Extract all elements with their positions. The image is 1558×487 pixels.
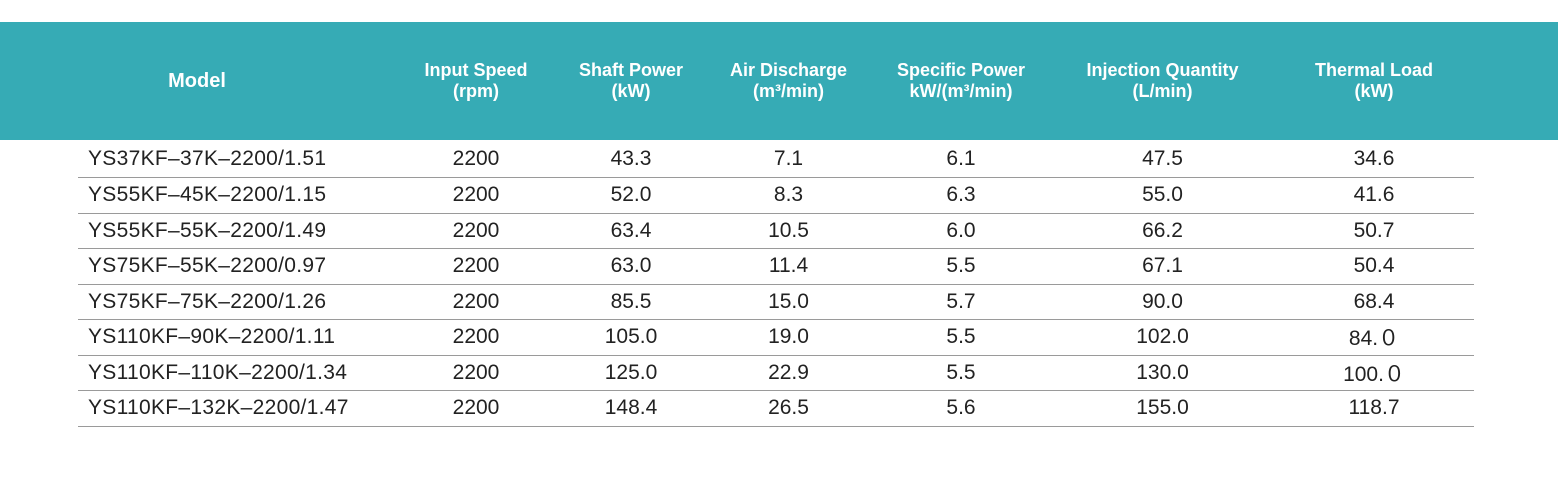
table-row: YS110KF–90K–2200/1.11 2200 105.0 19.0 5.… <box>78 319 1474 356</box>
table-row: YS75KF–55K–2200/0.97 2200 63.0 11.4 5.5 … <box>78 248 1474 285</box>
cell-thermal-load: 100.０ <box>1274 355 1474 391</box>
col-header-shaft-power: Shaft Power (kW) <box>556 22 706 140</box>
cell-air-discharge: 8.3 <box>706 177 871 214</box>
cell-shaft-power: 125.0 <box>556 355 706 391</box>
cell-thermal-load: 50.4 <box>1274 248 1474 285</box>
cell-injection-quantity: 66.2 <box>1051 213 1274 249</box>
cell-injection-quantity: 155.0 <box>1051 390 1274 427</box>
cell-input-speed: 2200 <box>396 213 556 249</box>
col-header-thermal-load-unit: (kW) <box>1354 81 1394 101</box>
cell-input-speed: 2200 <box>396 140 556 178</box>
col-header-injection-quantity-label: Injection Quantity <box>1086 60 1239 80</box>
table-row: YS75KF–75K–2200/1.26 2200 85.5 15.0 5.7 … <box>78 284 1474 320</box>
cell-shaft-power: 85.5 <box>556 284 706 320</box>
cell-model: YS37KF–37K–2200/1.51 <box>78 140 396 178</box>
cell-air-discharge: 22.9 <box>706 355 871 391</box>
cell-specific-power: 5.5 <box>871 319 1051 356</box>
col-header-shaft-power-label: Shaft Power <box>578 60 684 80</box>
cell-air-discharge: 26.5 <box>706 390 871 427</box>
cell-shaft-power: 63.4 <box>556 213 706 249</box>
col-header-specific-power-unit: kW/(m³/min) <box>909 81 1013 101</box>
cell-specific-power: 5.7 <box>871 284 1051 320</box>
col-header-thermal-load: Thermal Load (kW) <box>1274 22 1474 140</box>
cell-specific-power: 5.5 <box>871 248 1051 285</box>
header-row: Model Input Speed (rpm) Shaft Power (kW)… <box>78 22 1474 140</box>
cell-model: YS55KF–55K–2200/1.49 <box>78 213 396 249</box>
cell-shaft-power: 148.4 <box>556 390 706 427</box>
cell-model: YS110KF–132K–2200/1.47 <box>78 390 396 427</box>
cell-injection-quantity: 130.0 <box>1051 355 1274 391</box>
col-header-injection-quantity: Injection Quantity (L/min) <box>1051 22 1274 140</box>
cell-specific-power: 6.3 <box>871 177 1051 214</box>
cell-thermal-load: 68.4 <box>1274 284 1474 320</box>
cell-input-speed: 2200 <box>396 355 556 391</box>
cell-input-speed: 2200 <box>396 390 556 427</box>
cell-thermal-load: 118.7 <box>1274 390 1474 427</box>
cell-air-discharge: 19.0 <box>706 319 871 356</box>
table-row: YS110KF–132K–2200/1.47 2200 148.4 26.5 5… <box>78 390 1474 427</box>
cell-shaft-power: 63.0 <box>556 248 706 285</box>
cell-air-discharge: 15.0 <box>706 284 871 320</box>
col-header-specific-power-label: Specific Power <box>896 60 1026 80</box>
col-header-model: Model <box>78 22 396 140</box>
cell-thermal-load: 84.０ <box>1274 319 1474 356</box>
col-header-thermal-load-label: Thermal Load <box>1314 60 1434 80</box>
col-header-input-speed-unit: (rpm) <box>453 81 499 101</box>
cell-air-discharge: 10.5 <box>706 213 871 249</box>
col-header-input-speed: Input Speed (rpm) <box>396 22 556 140</box>
cell-model: YS110KF–110K–2200/1.34 <box>78 355 396 391</box>
cell-shaft-power: 52.0 <box>556 177 706 214</box>
cell-air-discharge: 11.4 <box>706 248 871 285</box>
table-row: YS55KF–55K–2200/1.49 2200 63.4 10.5 6.0 … <box>78 213 1474 249</box>
cell-specific-power: 5.6 <box>871 390 1051 427</box>
col-header-input-speed-label: Input Speed <box>424 60 528 80</box>
cell-injection-quantity: 90.0 <box>1051 284 1274 320</box>
cell-injection-quantity: 102.0 <box>1051 319 1274 356</box>
spec-table: Model Input Speed (rpm) Shaft Power (kW)… <box>78 22 1474 427</box>
cell-thermal-load: 50.7 <box>1274 213 1474 249</box>
header-band <box>0 22 1558 140</box>
cell-input-speed: 2200 <box>396 248 556 285</box>
col-header-air-discharge: Air Discharge (m³/min) <box>706 22 871 140</box>
table-row: YS55KF–45K–2200/1.15 2200 52.0 8.3 6.3 5… <box>78 177 1474 214</box>
cell-input-speed: 2200 <box>396 177 556 214</box>
col-header-shaft-power-unit: (kW) <box>611 81 651 101</box>
cell-shaft-power: 43.3 <box>556 140 706 178</box>
cell-shaft-power: 105.0 <box>556 319 706 356</box>
cell-air-discharge: 7.1 <box>706 140 871 178</box>
cell-model: YS55KF–45K–2200/1.15 <box>78 177 396 214</box>
cell-injection-quantity: 47.5 <box>1051 140 1274 178</box>
cell-specific-power: 6.1 <box>871 140 1051 178</box>
cell-input-speed: 2200 <box>396 284 556 320</box>
cell-thermal-load: 34.6 <box>1274 140 1474 178</box>
cell-input-speed: 2200 <box>396 319 556 356</box>
col-header-specific-power: Specific Power kW/(m³/min) <box>871 22 1051 140</box>
cell-specific-power: 6.0 <box>871 213 1051 249</box>
cell-injection-quantity: 67.1 <box>1051 248 1274 285</box>
cell-specific-power: 5.5 <box>871 355 1051 391</box>
table-row: YS110KF–110K–2200/1.34 2200 125.0 22.9 5… <box>78 355 1474 391</box>
cell-model: YS75KF–75K–2200/1.26 <box>78 284 396 320</box>
col-header-air-discharge-label: Air Discharge <box>729 60 848 80</box>
table-row: YS37KF–37K–2200/1.51 2200 43.3 7.1 6.1 4… <box>78 140 1474 178</box>
col-header-model-label: Model <box>168 69 226 92</box>
col-header-air-discharge-unit: (m³/min) <box>753 81 824 101</box>
cell-thermal-load: 41.6 <box>1274 177 1474 214</box>
cell-model: YS110KF–90K–2200/1.11 <box>78 319 396 356</box>
col-header-injection-quantity-unit: (L/min) <box>1132 81 1193 101</box>
cell-model: YS75KF–55K–2200/0.97 <box>78 248 396 285</box>
cell-injection-quantity: 55.0 <box>1051 177 1274 214</box>
